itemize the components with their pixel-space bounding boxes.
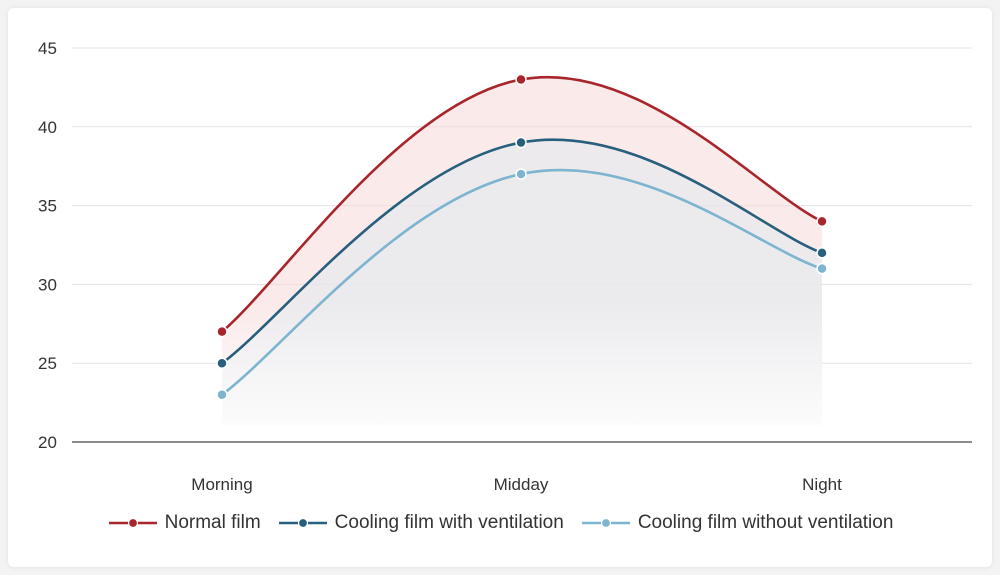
data-point-series-3-night [816,262,828,275]
y-tick-label: 20 [38,433,57,452]
legend-item-1: Normal film [107,512,261,534]
legend-label: Cooling film with ventilation [334,512,564,533]
x-tick-label: Morning [191,475,252,494]
y-tick-label: 30 [38,275,57,294]
data-point-series-2-midday [515,136,527,149]
legend-label: Cooling film without ventilation [637,512,894,533]
y-axis-ticks: 20 25 30 35 40 45 [38,39,57,452]
data-point-series-2-morning [216,357,228,369]
legend-item-3: Cooling film without ventilation [580,512,894,534]
area-fade [222,300,822,425]
legend-swatch-3 [581,517,630,529]
legend-swatch-2 [278,517,327,529]
x-tick-label: Night [802,475,842,494]
data-points [216,73,828,401]
legend-swatch-1 [108,517,157,529]
area-fills [222,77,822,425]
data-point-series-3-morning [216,388,228,401]
data-point-series-2-night [816,247,828,259]
data-point-series-1-night [816,215,828,228]
legend-label: Normal film [164,512,261,533]
y-tick-label: 40 [38,118,57,137]
chart-legend: Normal film Cooling film with ventilation… [0,508,1000,538]
x-axis-ticks: Morning Midday Night [191,475,842,494]
legend-item-2: Cooling film with ventilation [277,512,564,534]
y-tick-label: 45 [38,39,57,58]
y-tick-label: 25 [38,354,57,373]
x-tick-label: Midday [494,475,549,494]
data-point-series-1-morning [216,325,228,338]
y-tick-label: 35 [38,197,57,216]
data-point-series-1-midday [515,73,527,86]
data-point-series-3-midday [515,168,527,180]
